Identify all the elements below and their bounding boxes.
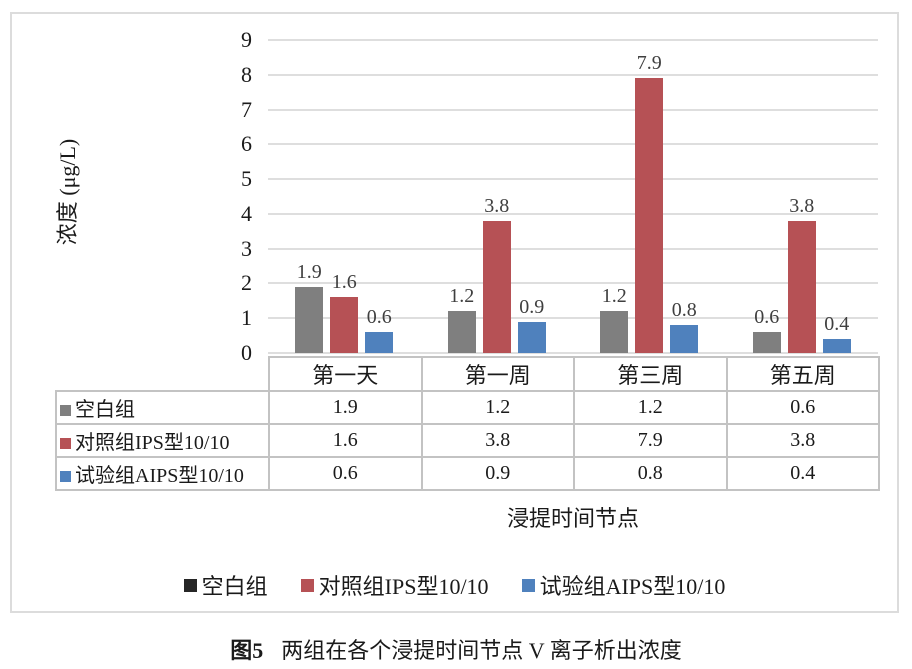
bar-对照组IPS型10/10-第一周 — [482, 220, 511, 353]
y-tick-label: 2 — [241, 270, 252, 296]
legend-item-试验组AIPS型10/10: 试验组AIPS型10/10 — [521, 569, 726, 601]
gridline-y-1 — [268, 317, 878, 320]
y-tick-label: 9 — [241, 27, 252, 52]
y-axis-title: 浓度 (μg/L) — [55, 138, 80, 246]
bar-试验组AIPS型10/10-第三周 — [670, 325, 699, 353]
gridline-y-7 — [268, 108, 878, 111]
data-table-category-header: 第一天 — [268, 356, 423, 392]
data-table-value-cell: 3.8 — [420, 423, 575, 458]
gridline-y-2 — [268, 282, 878, 285]
y-tick-label: 6 — [241, 131, 252, 157]
data-table-category-header: 第一周 — [420, 356, 575, 392]
data-table-value-cell: 0.6 — [268, 456, 423, 491]
data-table-value-cell: 0.4 — [725, 456, 880, 491]
data-label: 0.9 — [519, 295, 545, 318]
data-table-corner-cell — [56, 357, 269, 391]
bar-对照组IPS型10/10-第三周 — [635, 78, 664, 353]
data-label: 0.4 — [824, 313, 850, 336]
data-table-value-cell: 1.2 — [573, 390, 728, 425]
legend-label: 对照组IPS型10/10 — [318, 574, 489, 599]
data-table-value-cell: 0.6 — [725, 390, 880, 425]
series-swatch-icon — [60, 405, 71, 416]
data-label: 1.2 — [449, 285, 475, 308]
data-table-category-header: 第五周 — [725, 356, 880, 392]
gridline-y-6 — [268, 143, 878, 146]
data-label: 0.6 — [754, 306, 780, 329]
data-label: 0.6 — [366, 306, 392, 329]
x-axis-title: 浸提时间节点 — [506, 506, 639, 531]
data-table-value-cell: 1.2 — [420, 390, 575, 425]
bar-空白组-第五周 — [752, 332, 781, 353]
data-label: 7.9 — [636, 52, 662, 75]
bar-试验组AIPS型10/10-第一周 — [517, 321, 546, 353]
figure-caption: 图5 两组在各个浸提时间节点 V 离子析出浓度 — [0, 633, 912, 665]
data-label: 3.8 — [484, 194, 510, 217]
legend-item-对照组IPS型10/10: 对照组IPS型10/10 — [300, 569, 489, 601]
bar-空白组-第一天 — [295, 286, 324, 353]
data-table-category-header: 第三周 — [573, 356, 728, 392]
data-table-value-cell: 0.8 — [573, 456, 728, 491]
data-table-value-cell: 1.6 — [268, 423, 423, 458]
gridline-y-5 — [268, 178, 878, 181]
bar-对照组IPS型10/10-第五周 — [787, 220, 816, 353]
gridline-y-0 — [268, 352, 878, 354]
data-table-value-cell: 1.9 — [268, 390, 423, 425]
y-tick-label: 1 — [241, 305, 252, 331]
bar-对照组IPS型10/10-第一天 — [330, 297, 359, 353]
data-table-row: 对照组IPS型10/10 1.6 3.8 7.9 3.8 — [55, 423, 880, 458]
chart-legend: 空白组 对照组IPS型10/10 试验组AIPS型10/10 — [10, 569, 899, 601]
legend-swatch-icon — [300, 578, 314, 592]
figure-caption-number: 图5 — [230, 638, 264, 663]
data-table-row: 试验组AIPS型10/10 0.6 0.9 0.8 0.4 — [55, 456, 880, 491]
y-tick-label: 0 — [241, 340, 252, 365]
data-table-header-row: 第一天 第一周 第三周 第五周 — [56, 356, 880, 392]
bar-试验组AIPS型10/10-第五周 — [822, 339, 851, 353]
data-label: 1.6 — [331, 271, 357, 294]
gridline-y-8 — [268, 73, 878, 76]
data-table-value-cell: 7.9 — [573, 423, 728, 458]
data-table-value-cell: 0.9 — [420, 456, 575, 491]
gridline-y-3 — [268, 247, 878, 250]
gridline-y-9 — [268, 39, 878, 41]
bar-试验组AIPS型10/10-第一天 — [365, 332, 394, 353]
legend-label: 空白组 — [201, 574, 268, 599]
data-table-series-label: 空白组 — [55, 390, 270, 425]
gridline-y-4 — [268, 212, 878, 215]
y-tick-label: 4 — [241, 200, 252, 226]
bar-空白组-第一周 — [447, 311, 476, 353]
data-label: 3.8 — [789, 194, 815, 217]
series-swatch-icon — [60, 438, 71, 449]
figure-caption-text: 两组在各个浸提时间节点 V 离子析出浓度 — [281, 638, 682, 663]
data-table-series-label: 试验组AIPS型10/10 — [55, 456, 270, 491]
data-label: 1.2 — [601, 285, 627, 308]
chart-data-table: 第一天 第一周 第三周 第五周 空白组 1.9 1.2 1.2 0.6 对照组IPS型10/10 1… — [55, 356, 880, 491]
legend-swatch-icon — [183, 578, 197, 592]
data-label: 0.8 — [671, 299, 697, 322]
data-table-value-cell: 3.8 — [725, 423, 880, 458]
legend-swatch-icon — [521, 578, 535, 592]
y-tick-label: 8 — [241, 61, 252, 87]
legend-label: 试验组AIPS型10/10 — [539, 574, 726, 599]
y-tick-label: 7 — [241, 96, 252, 122]
data-table-series-label: 对照组IPS型10/10 — [55, 423, 270, 458]
data-table-row: 空白组 1.9 1.2 1.2 0.6 — [55, 390, 880, 425]
data-label: 1.9 — [296, 260, 322, 283]
bar-空白组-第三周 — [600, 311, 629, 353]
legend-item-空白组: 空白组 — [183, 569, 268, 601]
series-swatch-icon — [60, 471, 71, 482]
y-tick-label: 5 — [241, 166, 252, 192]
y-tick-label: 3 — [241, 235, 252, 261]
